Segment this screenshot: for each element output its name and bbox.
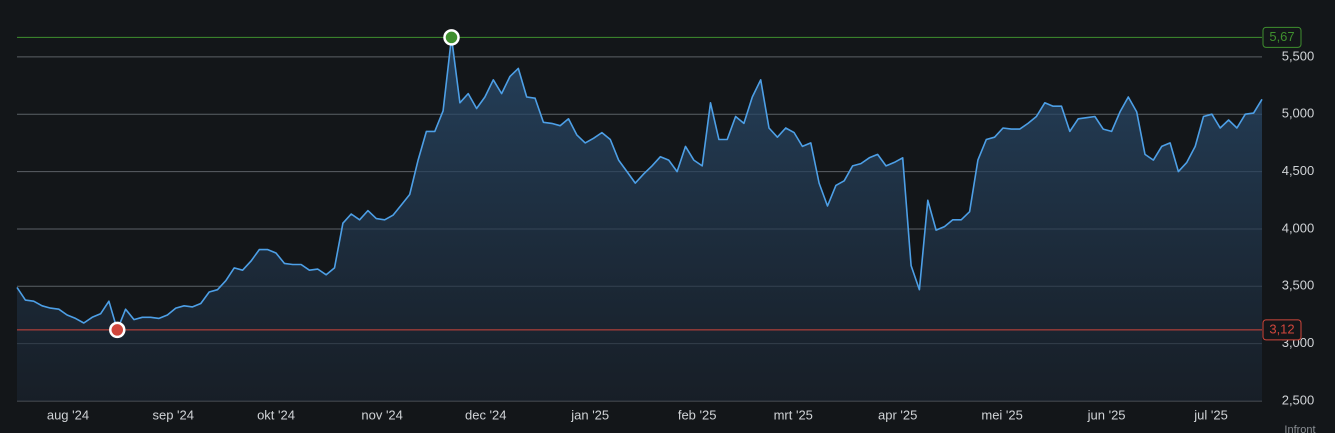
x-tick-label: nov '24 [361,407,403,422]
x-tick-label: jul '25 [1193,407,1228,422]
y-tick-label: 2,500 [1282,392,1315,407]
reference-label: 5,67 [1269,29,1294,44]
y-tick-label: 5,000 [1282,106,1315,121]
area-fill [17,37,1262,402]
y-tick-label: 4,500 [1282,163,1315,178]
x-tick-label: okt '24 [257,407,295,422]
x-tick-label: sep '24 [152,407,194,422]
x-tick-label: feb '25 [678,407,717,422]
extreme-marker [443,29,460,46]
x-tick-label: mrt '25 [774,407,813,422]
price-line [16,36,1263,331]
reference-label-box [1262,319,1302,341]
y-tick-label: 5,500 [1282,48,1315,63]
extreme-marker [109,321,126,339]
x-tick-label: jun '25 [1087,407,1126,422]
reference-label: 3,12 [1269,321,1294,336]
x-tick-label: aug '24 [47,407,89,422]
x-tick-label: jan '25 [570,407,609,422]
x-tick-label: dec '24 [465,407,507,422]
credit: Infront [1284,424,1315,433]
x-tick-label: mei '25 [981,407,1023,422]
reference-label-box [1262,26,1302,48]
x-tick-label: apr '25 [878,407,917,422]
y-tick-label: 4,000 [1282,220,1315,235]
y-tick-label: 3,500 [1282,278,1315,293]
